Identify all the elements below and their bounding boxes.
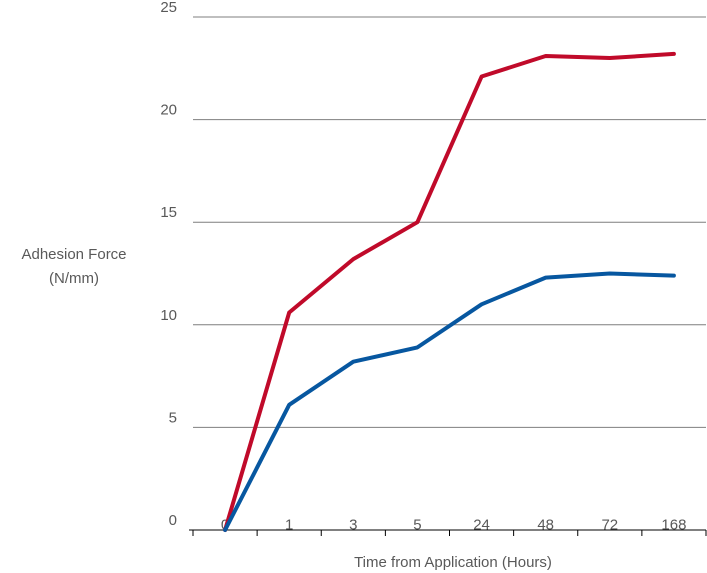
y-axis-tick-labels: 0 5 10 15 20 25 <box>160 0 177 529</box>
x-axis-title: Time from Application (Hours) <box>354 554 552 571</box>
y-axis-title-line1: Adhesion Force <box>21 246 126 263</box>
data-series <box>223 51 676 532</box>
series-line-2 <box>223 271 676 532</box>
x-tick-label-72: 72 <box>601 517 618 534</box>
x-tick-label-24: 24 <box>473 517 490 534</box>
y-tick-label-15: 15 <box>160 204 177 221</box>
y-tick-label-25: 25 <box>160 0 177 16</box>
gridlines <box>193 16 706 428</box>
y-tick-label-5: 5 <box>169 409 177 426</box>
series-line-1 <box>223 51 676 532</box>
y-tick-label-10: 10 <box>160 307 177 324</box>
x-tick-label-48: 48 <box>537 517 554 534</box>
x-axis-tick-labels: 0 1 3 5 24 48 72 168 <box>221 517 687 534</box>
x-tick-label-3: 3 <box>349 517 357 534</box>
y-tick-label-20: 20 <box>160 102 177 119</box>
x-axis <box>189 529 707 536</box>
x-tick-label-168: 168 <box>661 517 686 534</box>
x-tick-label-1: 1 <box>285 517 293 534</box>
y-tick-label-0: 0 <box>169 512 177 529</box>
x-tick-label-5: 5 <box>413 517 421 534</box>
y-axis-title-line2: (N/mm) <box>49 270 99 287</box>
